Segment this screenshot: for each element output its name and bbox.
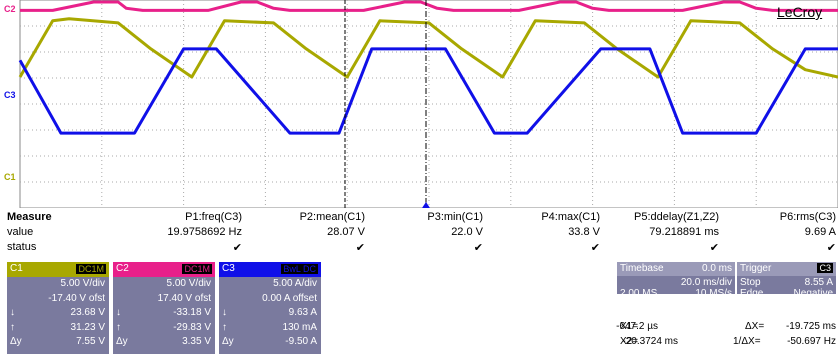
down-arrow-icon: ↓ <box>10 307 15 318</box>
measure-value-label: value <box>7 226 34 238</box>
channel-c1-offset: -17.40 V ofst <box>48 292 105 304</box>
up-arrow-icon: ↑ <box>10 321 15 333</box>
cursor-dx-value: -19.725 ms <box>785 321 836 332</box>
down-arrow-icon: ↓ <box>116 307 121 318</box>
channel-c2-name: C2 <box>116 263 129 274</box>
timebase-tdiv: 20.0 ms/div <box>680 277 732 288</box>
channel-c3-delta: -9.50 A <box>285 336 317 347</box>
down-arrow-icon: ↓ <box>222 307 227 318</box>
channel-c3-panel[interactable]: C3 BwL DC 5.00 A/div 0.00 A offset ↓ 9.63… <box>219 262 321 354</box>
trigger-panel[interactable]: Trigger C3 Stop 8.55 A Edge Negative <box>737 262 836 299</box>
channel-c3-cursor-low: 9.63 A <box>288 307 317 318</box>
delta-y-label: Δy <box>222 336 234 347</box>
timebase-delay: 0.0 ms <box>701 263 732 274</box>
channel-c1-coupling: DC1M <box>76 264 106 274</box>
timebase-label: Timebase <box>620 263 664 274</box>
trigger-slope: Negative <box>793 288 833 299</box>
cursor-x2-value: -20.3724 ms <box>622 336 678 347</box>
cursor-x1-label: X1= <box>620 321 639 332</box>
waveform-grid <box>18 0 838 209</box>
channel-c2-cursor-low: -33.18 V <box>173 307 211 318</box>
trace-c2 <box>20 0 838 12</box>
measure-p3-value: 22.0 V <box>451 226 483 238</box>
trigger-mode: Stop <box>740 277 761 288</box>
channel-c1-header[interactable]: C1 DC1M <box>7 262 109 277</box>
channel-c2-cursor-high: -29.83 V <box>173 321 211 333</box>
timebase-samples: 2.00 MS <box>620 288 658 299</box>
channel-c1-vdiv: 5.00 V/div <box>60 278 105 289</box>
measure-p2-name[interactable]: P2:mean(C1) <box>299 211 365 223</box>
brand-logo: LeCroy <box>777 4 823 20</box>
channel-c2-offset: 17.40 V ofst <box>157 292 211 304</box>
channel-c2-vdiv: 5.00 V/div <box>166 278 211 289</box>
measure-p4-status: ✔ <box>590 242 600 254</box>
cursor-x1-value: -647.2 µs <box>616 321 658 332</box>
measure-p1-status: ✔ <box>232 242 242 254</box>
channel-c3-cursor-high: 130 mA <box>282 321 317 333</box>
measure-p4-name[interactable]: P4:max(C1) <box>541 211 600 223</box>
trigger-position-marker <box>422 202 430 208</box>
channel-c2-delta: 3.35 V <box>182 336 211 347</box>
channel-c2-panel[interactable]: C2 DC1M 5.00 V/div 17.40 V ofst ↓ -33.18 … <box>113 262 215 354</box>
channel-c2-coupling: DC1M <box>182 264 212 274</box>
up-arrow-icon: ↑ <box>116 321 121 333</box>
channel-c3-adiv: 5.00 A/div <box>273 278 317 289</box>
measure-p1-name[interactable]: P1:freq(C3) <box>185 211 242 223</box>
channel-c3-coupling: BwL DC <box>281 264 318 274</box>
trace-label-c2: C2 <box>4 4 16 14</box>
measure-status-label: status <box>7 241 37 253</box>
cursor-inv-label: 1/ΔX= <box>733 336 761 347</box>
measure-table: Measure value status P1:freq(C3) 19.9758… <box>0 209 838 259</box>
channel-c3-name: C3 <box>222 263 235 274</box>
channel-c1-panel[interactable]: C1 DC1M 5.00 V/div -17.40 V ofst ↓ 23.68 … <box>7 262 109 354</box>
delta-y-label: Δy <box>10 336 22 347</box>
measure-p5-status: ✔ <box>709 242 719 254</box>
trigger-label: Trigger <box>740 263 772 274</box>
channel-c3-header[interactable]: C3 BwL DC <box>219 262 321 277</box>
timebase-panel[interactable]: Timebase 0.0 ms 20.0 ms/div 2.00 MS 10 M… <box>617 262 735 299</box>
channel-c3-offset: 0.00 A offset <box>262 292 317 304</box>
measure-p5-value: 79.218891 ms <box>649 226 719 238</box>
trace-c3 <box>18 47 838 135</box>
cursor-x2-label: X2= <box>620 336 639 347</box>
measure-p5-name[interactable]: P5:ddelay(Z1,Z2) <box>634 211 719 223</box>
trigger-level: 8.55 A <box>804 277 833 288</box>
channel-c1-name: C1 <box>10 263 23 274</box>
channel-c1-cursor-high: 31.23 V <box>70 321 105 333</box>
measure-p1-value: 19.9758692 Hz <box>167 226 242 238</box>
delta-y-label: Δy <box>116 336 128 347</box>
trace-label-c1: C1 <box>4 172 16 182</box>
measure-p6-status: ✔ <box>826 242 836 254</box>
measure-p4-value: 33.8 V <box>568 226 600 238</box>
up-arrow-icon: ↑ <box>222 321 227 333</box>
trigger-type: Edge <box>740 288 764 299</box>
measure-p3-status: ✔ <box>473 242 483 254</box>
timebase-rate: 10 MS/s <box>695 288 732 299</box>
measure-p3-name[interactable]: P3:min(C1) <box>427 211 483 223</box>
trigger-source: C3 <box>817 263 833 273</box>
cursor-dx-label: ΔX= <box>745 321 765 332</box>
channel-c2-header[interactable]: C2 DC1M <box>113 262 215 277</box>
channel-c1-cursor-low: 23.68 V <box>70 307 105 318</box>
waveform-display[interactable]: LeCroy C2 C3 C1 <box>0 0 838 209</box>
measure-p2-value: 28.07 V <box>327 226 365 238</box>
trace-c1 <box>18 17 838 79</box>
trace-label-c3: C3 <box>4 90 16 100</box>
measure-header: Measure <box>7 211 52 223</box>
cursor-inv-value: -50.697 Hz <box>787 336 836 347</box>
measure-p6-value: 9.69 A <box>804 226 836 238</box>
measure-p2-status: ✔ <box>355 242 365 254</box>
channel-c1-delta: 7.55 V <box>76 336 105 347</box>
measure-p6-name[interactable]: P6:rms(C3) <box>779 211 836 223</box>
